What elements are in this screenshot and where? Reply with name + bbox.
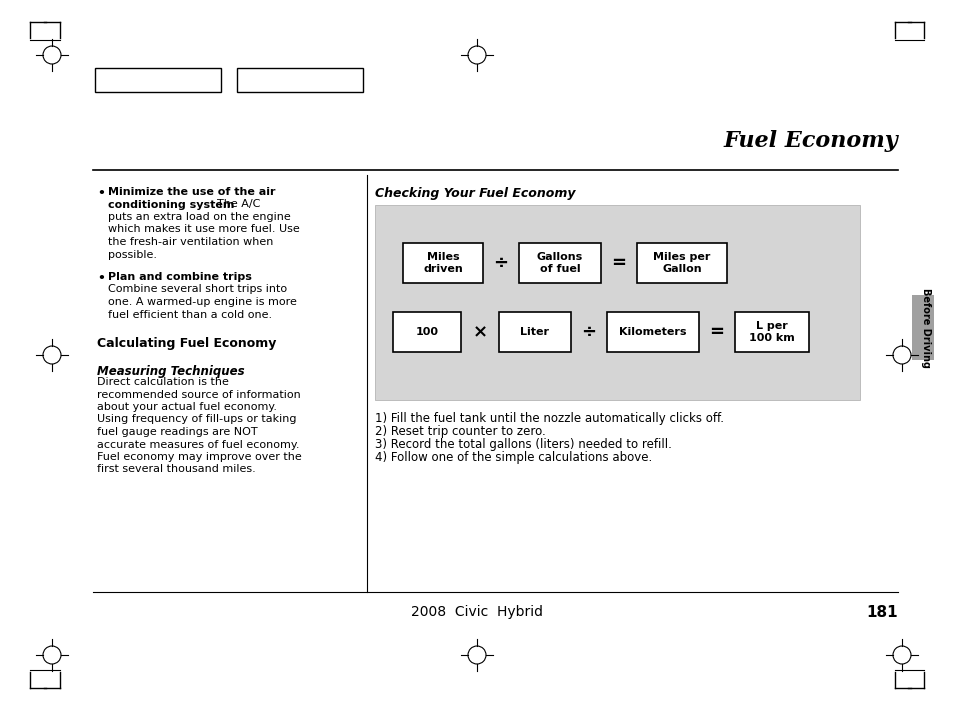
Bar — [236, 68, 363, 92]
Text: Kilometers: Kilometers — [618, 327, 686, 337]
Text: Miles per
Gallon: Miles per Gallon — [653, 252, 710, 274]
Text: =: = — [611, 254, 626, 272]
Text: about your actual fuel economy.: about your actual fuel economy. — [97, 402, 276, 412]
Text: Gallons
of fuel: Gallons of fuel — [537, 252, 582, 274]
Text: Checking Your Fuel Economy: Checking Your Fuel Economy — [375, 187, 575, 200]
Text: ÷: ÷ — [493, 254, 508, 272]
Text: 181: 181 — [865, 605, 897, 620]
Text: fuel efficient than a cold one.: fuel efficient than a cold one. — [108, 310, 272, 320]
Text: one. A warmed-up engine is more: one. A warmed-up engine is more — [108, 297, 296, 307]
Text: Using frequency of fill-ups or taking: Using frequency of fill-ups or taking — [97, 415, 296, 425]
Text: recommended source of information: recommended source of information — [97, 390, 300, 400]
Text: fuel gauge readings are NOT: fuel gauge readings are NOT — [97, 427, 257, 437]
Text: possible.: possible. — [108, 249, 157, 259]
Text: Plan and combine trips: Plan and combine trips — [108, 272, 252, 282]
Text: conditioning system: conditioning system — [108, 200, 234, 209]
Text: 4) Follow one of the simple calculations above.: 4) Follow one of the simple calculations… — [375, 451, 652, 464]
Bar — [637, 243, 726, 283]
Text: 3) Record the total gallons (liters) needed to refill.: 3) Record the total gallons (liters) nee… — [375, 438, 671, 451]
Bar — [375, 205, 859, 400]
Text: Before Driving: Before Driving — [920, 288, 930, 368]
Text: Measuring Techniques: Measuring Techniques — [97, 364, 244, 378]
Bar — [498, 312, 571, 352]
Text: 2) Reset trip counter to zero.: 2) Reset trip counter to zero. — [375, 425, 545, 438]
Bar — [95, 68, 221, 92]
Text: ×: × — [472, 323, 487, 341]
Text: Direct calculation is the: Direct calculation is the — [97, 377, 229, 387]
Bar — [402, 243, 482, 283]
Bar — [911, 295, 933, 360]
Text: Liter: Liter — [520, 327, 549, 337]
Text: •: • — [97, 272, 105, 285]
Bar — [518, 243, 600, 283]
Text: the fresh-air ventilation when: the fresh-air ventilation when — [108, 237, 274, 247]
Text: first several thousand miles.: first several thousand miles. — [97, 464, 255, 474]
Bar — [606, 312, 699, 352]
Text: =: = — [709, 323, 723, 341]
Text: The A/C: The A/C — [203, 200, 260, 209]
Text: Miles
driven: Miles driven — [423, 252, 462, 274]
Text: puts an extra load on the engine: puts an extra load on the engine — [108, 212, 291, 222]
Text: which makes it use more fuel. Use: which makes it use more fuel. Use — [108, 224, 299, 234]
Text: Fuel economy may improve over the: Fuel economy may improve over the — [97, 452, 301, 462]
Bar — [393, 312, 460, 352]
Text: 1) Fill the fuel tank until the nozzle automatically clicks off.: 1) Fill the fuel tank until the nozzle a… — [375, 412, 723, 425]
Text: •: • — [97, 187, 105, 200]
Bar — [734, 312, 808, 352]
Text: L per
100 km: L per 100 km — [748, 321, 794, 343]
Text: ÷: ÷ — [581, 323, 596, 341]
Text: accurate measures of fuel economy.: accurate measures of fuel economy. — [97, 439, 299, 449]
Text: 2008  Civic  Hybrid: 2008 Civic Hybrid — [411, 605, 542, 619]
Text: Calculating Fuel Economy: Calculating Fuel Economy — [97, 337, 276, 350]
Text: Minimize the use of the air: Minimize the use of the air — [108, 187, 275, 197]
Text: Fuel Economy: Fuel Economy — [722, 130, 897, 152]
Text: Combine several short trips into: Combine several short trips into — [108, 285, 287, 295]
Text: 100: 100 — [416, 327, 438, 337]
